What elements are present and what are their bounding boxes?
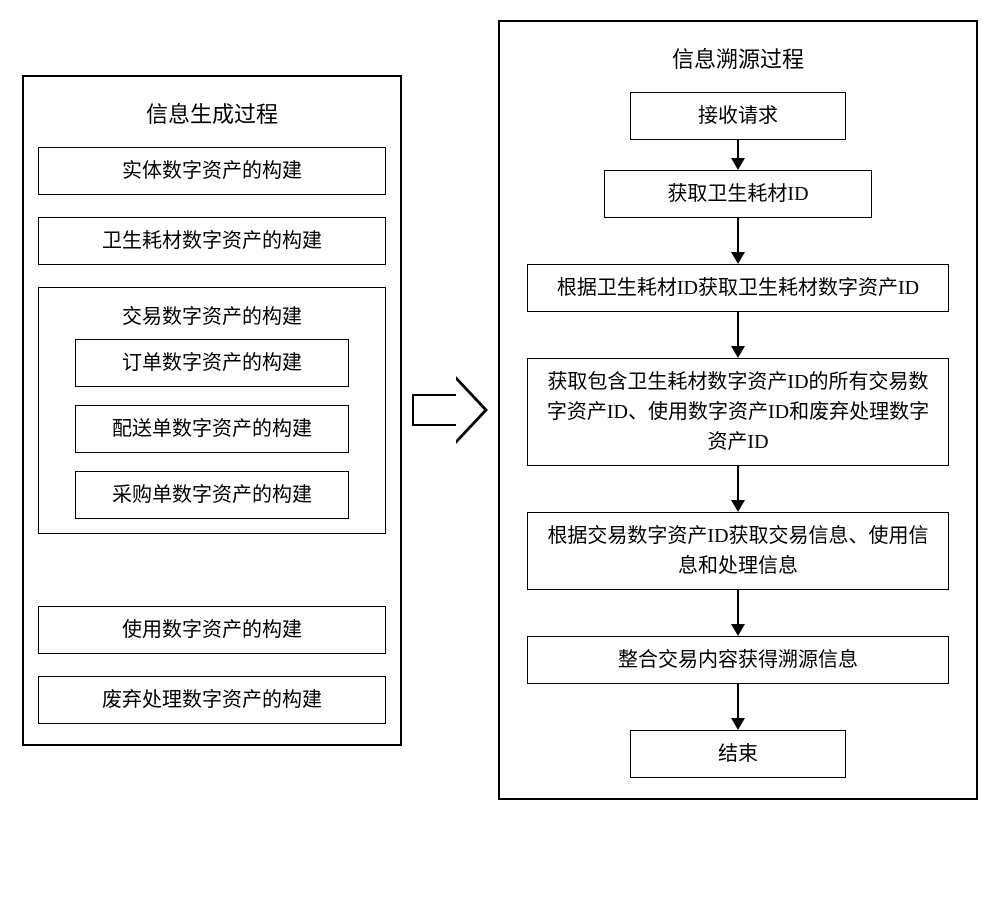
left-stack: 实体数字资产的构建 卫生耗材数字资产的构建 交易数字资产的构建 订单数字资产的构…	[38, 147, 386, 724]
step-get-consumable-id: 获取卫生耗材ID	[604, 170, 873, 218]
group-stack: 订单数字资产的构建 配送单数字资产的构建 采购单数字资产的构建	[53, 339, 371, 519]
box-disposal-asset: 废弃处理数字资产的构建	[38, 676, 386, 724]
flowchart: 接收请求 获取卫生耗材ID 根据卫生耗材ID获取卫生耗材数字资产ID 获取包含卫…	[514, 92, 962, 778]
arrow-head-icon	[456, 376, 488, 444]
arrow-down-icon	[731, 466, 745, 512]
left-panel-title: 信息生成过程	[146, 97, 278, 129]
arrow-down-icon	[731, 140, 745, 170]
box-delivery-asset: 配送单数字资产的构建	[75, 405, 348, 453]
arrow-down-icon	[731, 684, 745, 730]
step-get-asset-id: 根据卫生耗材ID获取卫生耗材数字资产ID	[527, 264, 948, 312]
diagram-canvas: 信息生成过程 实体数字资产的构建 卫生耗材数字资产的构建 交易数字资产的构建 订…	[22, 20, 978, 800]
right-panel-title: 信息溯源过程	[672, 42, 804, 74]
group-transaction-assets: 交易数字资产的构建 订单数字资产的构建 配送单数字资产的构建 采购单数字资产的构…	[38, 287, 386, 534]
box-consumable-asset: 卫生耗材数字资产的构建	[38, 217, 386, 265]
box-purchase-asset: 采购单数字资产的构建	[75, 471, 348, 519]
step-get-transaction-info: 根据交易数字资产ID获取交易信息、使用信息和处理信息	[527, 512, 948, 590]
box-usage-asset: 使用数字资产的构建	[38, 606, 386, 654]
step-receive-request: 接收请求	[630, 92, 845, 140]
arrow-down-icon	[731, 218, 745, 264]
step-end: 结束	[630, 730, 845, 778]
right-panel: 信息溯源过程 接收请求 获取卫生耗材ID 根据卫生耗材ID获取卫生耗材数字资产I…	[498, 20, 978, 800]
group-title: 交易数字资产的构建	[122, 300, 302, 329]
arrow-down-icon	[731, 590, 745, 636]
box-entity-asset: 实体数字资产的构建	[38, 147, 386, 195]
step-get-all-transaction-ids: 获取包含卫生耗材数字资产ID的所有交易数字资产ID、使用数字资产ID和废弃处理数…	[527, 358, 948, 466]
left-panel: 信息生成过程 实体数字资产的构建 卫生耗材数字资产的构建 交易数字资产的构建 订…	[22, 75, 402, 746]
box-order-asset: 订单数字资产的构建	[75, 339, 348, 387]
connector-arrow-right	[412, 376, 488, 444]
step-integrate-traceability: 整合交易内容获得溯源信息	[527, 636, 948, 684]
arrow-shaft	[412, 394, 456, 426]
arrow-down-icon	[731, 312, 745, 358]
